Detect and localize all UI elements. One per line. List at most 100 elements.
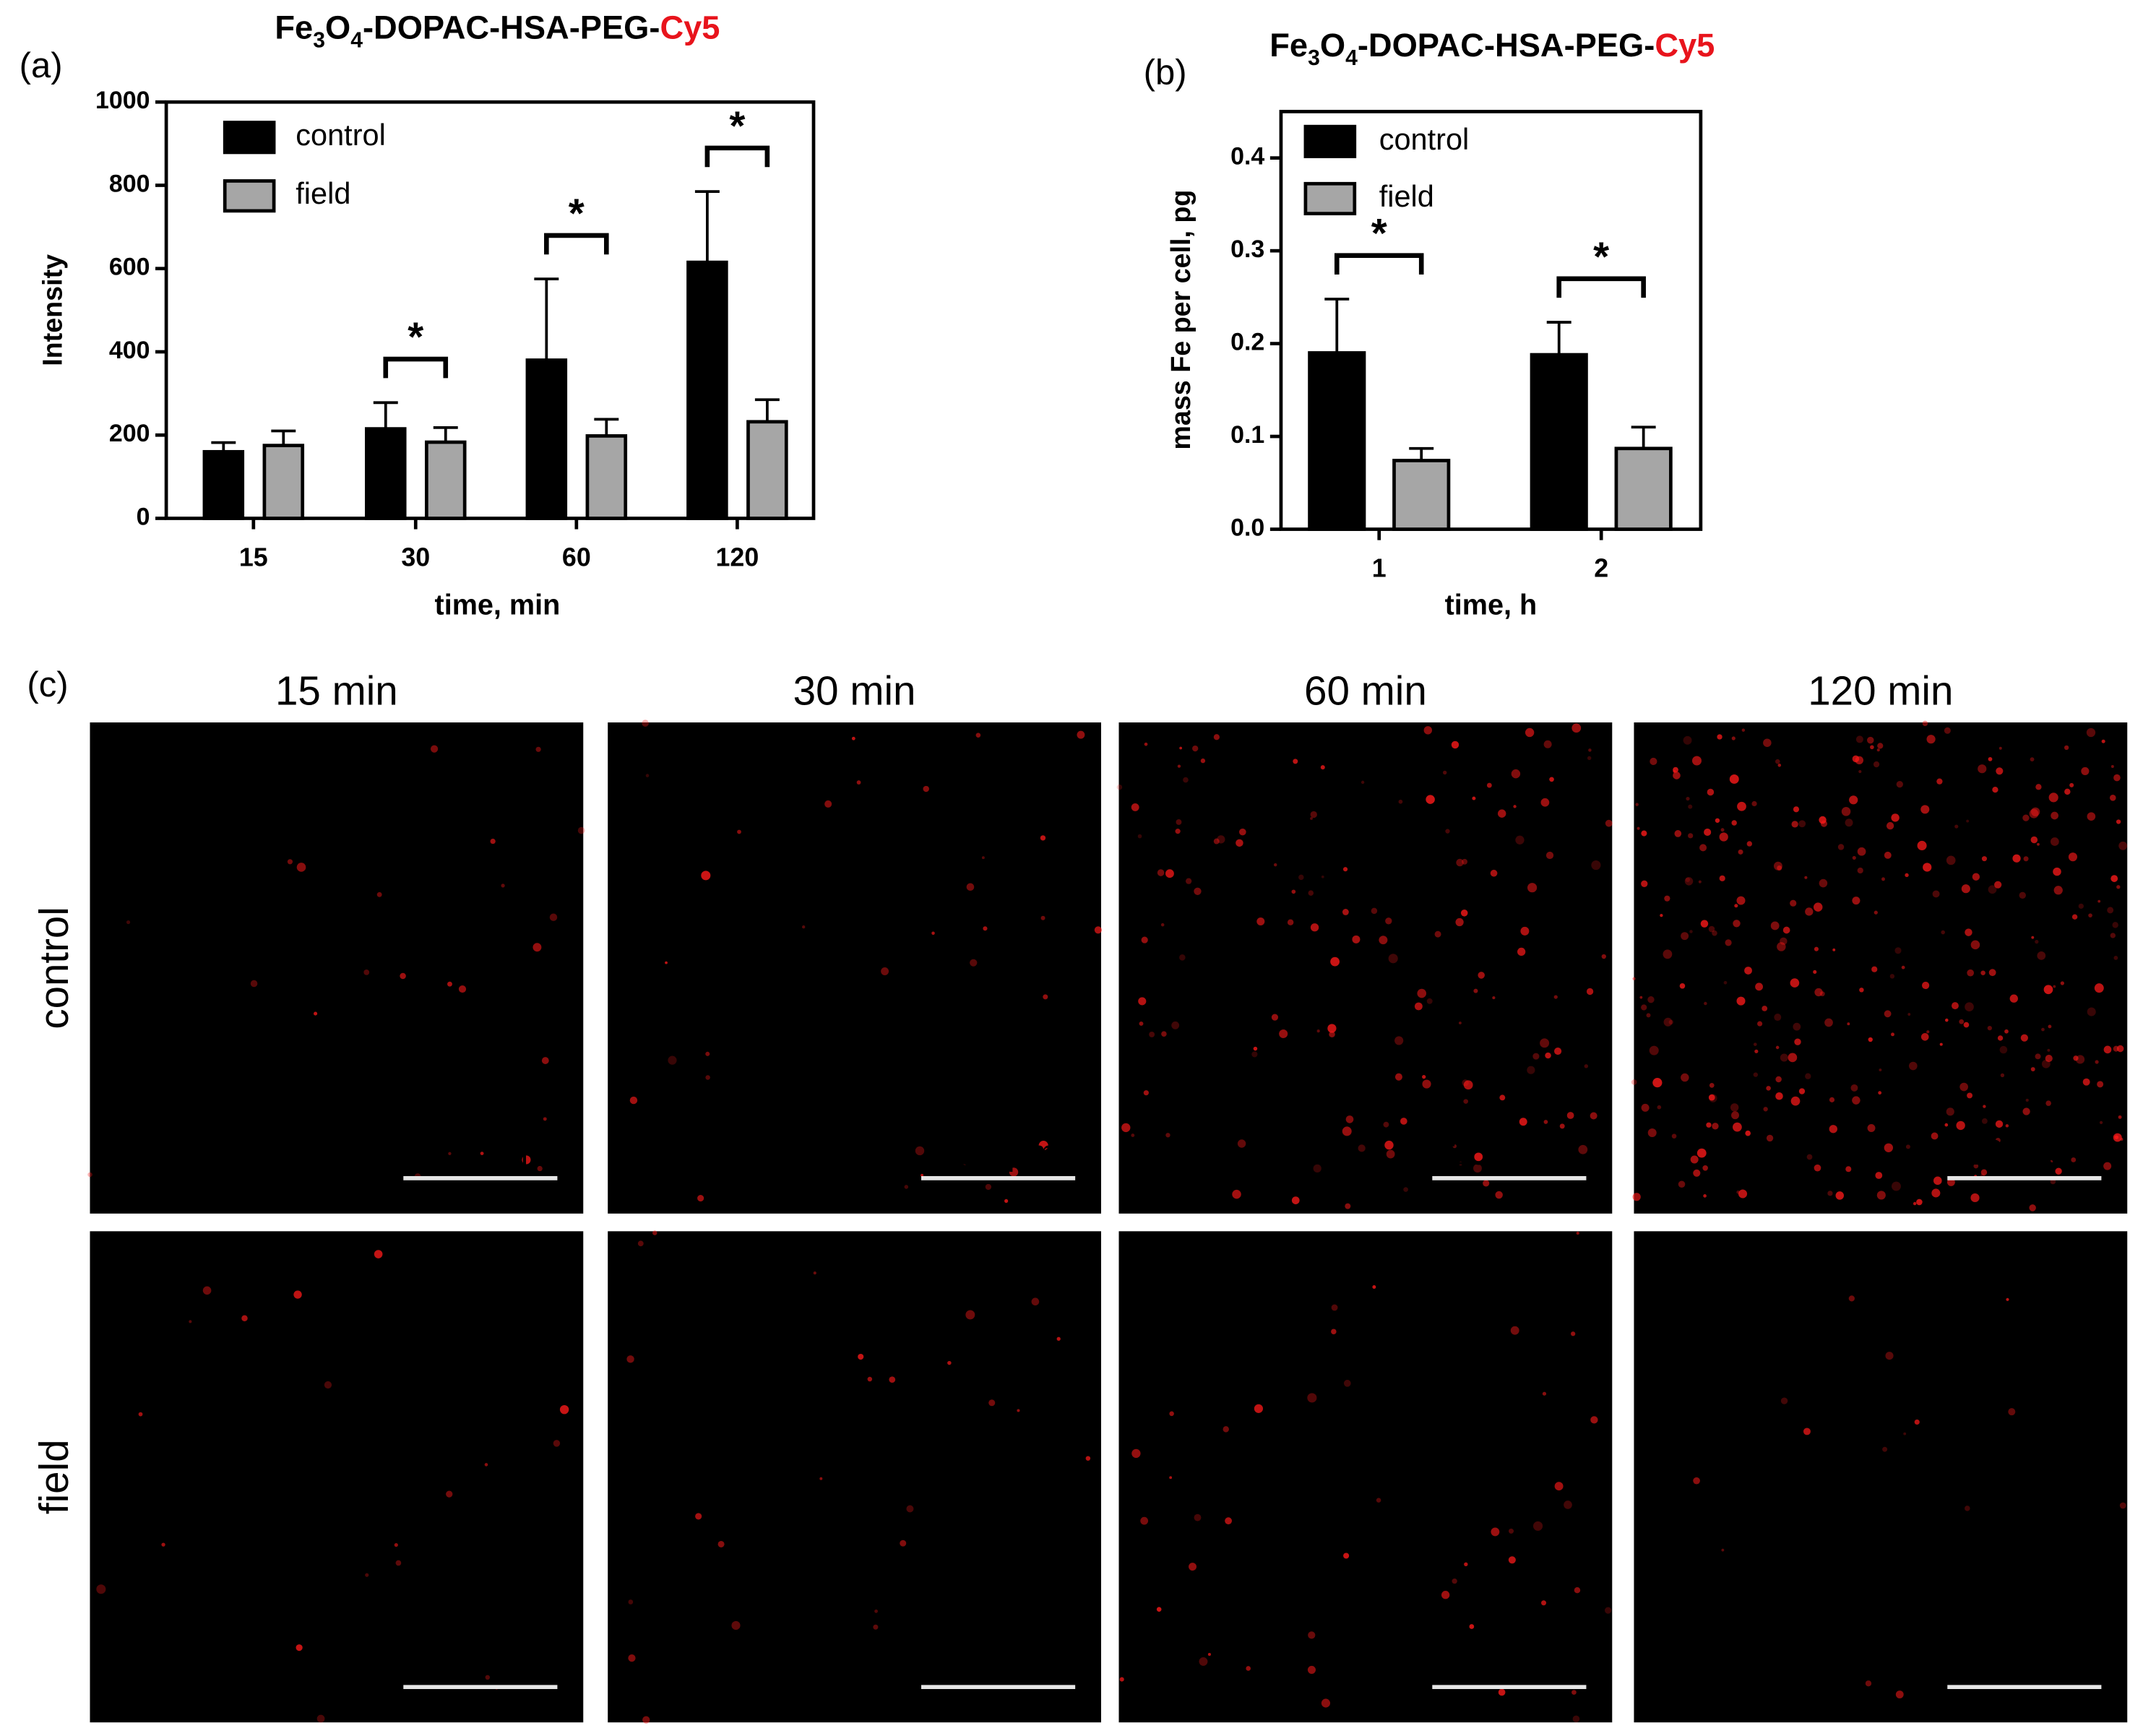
fluorescence-spot: [1999, 1045, 2008, 1054]
fluorescence-spot: [1094, 926, 1102, 934]
fluorescence-spot: [1996, 767, 2004, 775]
fluorescence-spot: [1342, 909, 1349, 915]
fluorescence-spot: [1736, 996, 1746, 1006]
fluorescence-spot: [1762, 1006, 1768, 1011]
fluorescence-spot: [1983, 1105, 1986, 1108]
fluorescence-spot: [1149, 1032, 1155, 1037]
fluorescence-spot: [1650, 757, 1657, 766]
fluorescence-spot: [2031, 936, 2035, 939]
fluorescence-spot: [1491, 1527, 1500, 1537]
fluorescence-spot: [1383, 1121, 1389, 1128]
fluorescence-spot: [1734, 904, 1738, 908]
fluorescence-spot: [1519, 1118, 1527, 1126]
fluorescence-spot: [668, 1055, 677, 1065]
legend-label: control: [1379, 122, 1470, 156]
fluorescence-spot: [1946, 1107, 1954, 1116]
title-part: Cy5: [1655, 27, 1715, 64]
fluorescence-spot: [1137, 834, 1142, 839]
fluorescence-spot: [1945, 1018, 1949, 1022]
fluorescence-spot: [904, 1185, 909, 1189]
fluorescence-spot: [1790, 1096, 1801, 1106]
fluorescence-spot: [2071, 1157, 2077, 1162]
row-label: control: [31, 907, 77, 1029]
fluorescence-spot: [1891, 1032, 1894, 1037]
fluorescence-spot: [1719, 875, 1725, 881]
fluorescence-spot: [1693, 1169, 1701, 1177]
fluorescence-spot: [1169, 1411, 1174, 1417]
fluorescence-spot: [1632, 1193, 1641, 1201]
fluorescence-spot: [1464, 1562, 1468, 1566]
fluorescence-spot: [1543, 740, 1552, 748]
fluorescence-spot: [1780, 1397, 1788, 1404]
fluorescence-spot: [2113, 774, 2121, 782]
fluorescence-spot: [873, 1624, 879, 1630]
fluorescence-spot: [2019, 891, 2026, 899]
fluorescence-spot: [1040, 835, 1046, 841]
fluorescence-spot: [1770, 921, 1780, 930]
fluorescence-spot: [1578, 1144, 1588, 1154]
fluorescence-spot: [737, 829, 741, 834]
fluorescence-spot: [2009, 994, 2018, 1003]
fluorescence-spot: [1559, 1123, 1565, 1129]
fluorescence-spot: [1554, 1482, 1564, 1491]
fluorescence-spot: [2035, 784, 2042, 790]
fluorescence-spot: [1804, 876, 1808, 879]
significance-bracket: [383, 356, 449, 379]
title-part: 4: [1345, 46, 1358, 70]
fluorescence-spot: [1649, 1045, 1659, 1055]
fluorescence-spot: [287, 859, 293, 865]
y-tick-label: 600: [109, 254, 150, 281]
fluorescence-spot: [1966, 819, 1970, 823]
fluorescence-spot: [1917, 840, 1927, 850]
fluorescence-spot: [1819, 816, 1827, 824]
fluorescence-spot: [1708, 1094, 1715, 1101]
fluorescence-spot: [2029, 808, 2039, 819]
fluorescence-spot: [1944, 1123, 1949, 1127]
fluorescence-spot: [1520, 926, 1530, 936]
legend-swatch: [223, 179, 276, 213]
fluorescence-spot: [1877, 743, 1884, 749]
title-part: 3: [313, 29, 325, 53]
fluorescence-spot: [2095, 1060, 2099, 1064]
fluorescence-spot: [1434, 930, 1441, 938]
fluorescence-spot: [1473, 1164, 1482, 1173]
fluorescence-spot: [1458, 1022, 1462, 1024]
fluorescence-spot: [628, 1654, 636, 1662]
fluorescence-spot: [1372, 1285, 1376, 1289]
fluorescence-spot: [1160, 923, 1165, 927]
fluorescence-spot: [1967, 1092, 1973, 1099]
fluorescence-spot: [1513, 805, 1517, 808]
fluorescence-spot: [1085, 1456, 1091, 1461]
fluorescence-spot: [1707, 788, 1715, 796]
fluorescence-spot: [1254, 1404, 1264, 1413]
fluorescence-spot: [1388, 954, 1398, 964]
fluorescence-spot: [1926, 1030, 1930, 1034]
y-tick-label: 400: [109, 337, 150, 364]
fluorescence-spot: [1754, 1049, 1759, 1053]
fluorescence-spot: [1704, 828, 1712, 837]
fluorescence-spot: [1342, 867, 1348, 872]
fluorescence-spot: [1586, 988, 1594, 996]
fluorescence-spot: [1213, 734, 1220, 740]
fluorescence-spot: [2064, 745, 2069, 751]
fluorescence-spot: [1829, 1097, 1835, 1102]
fluorescence-spot: [1138, 997, 1147, 1006]
fluorescence-spot: [138, 1412, 143, 1417]
y-tick-label: 0.1: [1230, 421, 1264, 449]
bar: [1308, 351, 1366, 531]
fluorescence-spot: [1731, 1111, 1739, 1120]
title-part: -DOPAC-HSA-PEG-: [363, 9, 660, 46]
fluorescence-spot: [1452, 1578, 1457, 1584]
fluorescence-spot: [1744, 967, 1752, 975]
fluorescence-spot: [813, 1271, 816, 1275]
fluorescence-spot: [1689, 930, 1693, 933]
fluorescence-spot: [920, 1173, 924, 1177]
fluorescence-spot: [1169, 1476, 1173, 1480]
micrograph: [90, 722, 584, 1214]
fluorescence-spot: [1717, 734, 1722, 740]
title-part: -DOPAC-HSA-PEG-: [1358, 27, 1655, 64]
fluorescence-spot: [1310, 923, 1319, 932]
x-axis-label: time, min: [435, 589, 561, 621]
fluorescence-spot: [1981, 1118, 1988, 1124]
fluorescence-spot: [824, 800, 832, 808]
